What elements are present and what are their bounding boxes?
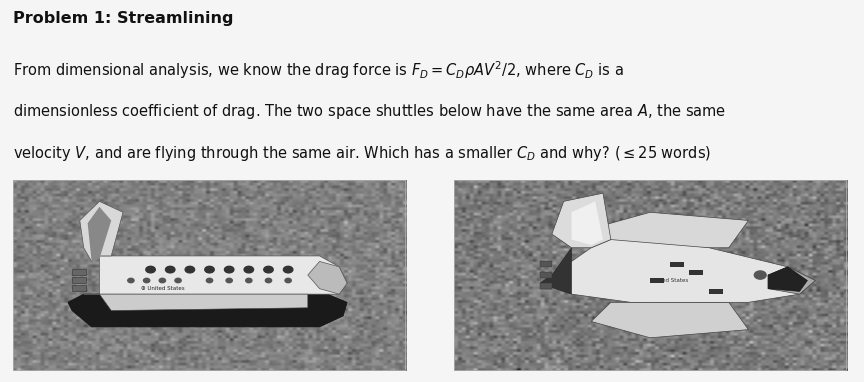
Polygon shape: [591, 212, 748, 248]
Circle shape: [245, 278, 252, 283]
Polygon shape: [540, 248, 572, 294]
Text: velocity $V$, and are flying through the same air. Which has a smaller $C_D$ and: velocity $V$, and are flying through the…: [13, 144, 711, 163]
Text: From dimensional analysis, we know the drag force is $F_D = C_{D}\rho A V^2/2$, : From dimensional analysis, we know the d…: [13, 60, 624, 81]
Polygon shape: [87, 207, 111, 261]
Polygon shape: [540, 240, 816, 302]
Circle shape: [205, 266, 214, 273]
Circle shape: [159, 278, 166, 283]
Bar: [540, 261, 552, 267]
Polygon shape: [572, 201, 603, 245]
Bar: [72, 285, 86, 291]
Bar: [72, 269, 86, 275]
Circle shape: [225, 266, 234, 273]
Polygon shape: [79, 201, 123, 261]
Polygon shape: [308, 261, 347, 294]
Bar: [540, 272, 552, 278]
Polygon shape: [768, 267, 808, 291]
Circle shape: [166, 266, 175, 273]
Text: United States: United States: [651, 278, 689, 283]
Polygon shape: [99, 294, 308, 311]
Text: dimensionless coefficient of drag. The two space shuttles below have the same ar: dimensionless coefficient of drag. The t…: [13, 102, 727, 121]
Text: Problem 1: Streamlining: Problem 1: Streamlining: [13, 11, 233, 26]
Bar: [709, 289, 723, 294]
Bar: [540, 283, 552, 289]
Circle shape: [185, 266, 194, 273]
Circle shape: [265, 278, 271, 283]
Polygon shape: [68, 294, 347, 327]
Polygon shape: [552, 193, 611, 248]
Circle shape: [285, 278, 291, 283]
Circle shape: [283, 266, 293, 273]
Text: ⊕ United States: ⊕ United States: [141, 286, 184, 291]
Circle shape: [264, 266, 273, 273]
Bar: [72, 277, 86, 283]
Polygon shape: [768, 267, 816, 294]
Circle shape: [128, 278, 134, 283]
Circle shape: [226, 278, 232, 283]
Circle shape: [143, 278, 149, 283]
Bar: [689, 270, 703, 275]
Circle shape: [754, 271, 766, 279]
Circle shape: [206, 278, 213, 283]
Circle shape: [146, 266, 156, 273]
Circle shape: [245, 266, 253, 273]
Bar: [651, 278, 664, 283]
Polygon shape: [84, 256, 347, 294]
Bar: [670, 262, 683, 267]
Polygon shape: [591, 302, 748, 338]
Circle shape: [175, 278, 181, 283]
